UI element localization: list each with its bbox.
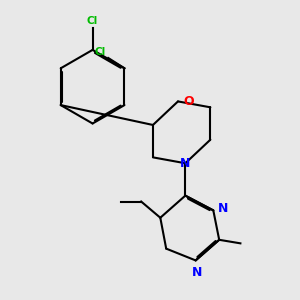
Text: N: N: [180, 157, 190, 170]
Text: N: N: [192, 266, 202, 279]
Text: O: O: [183, 95, 194, 108]
Text: Cl: Cl: [87, 16, 98, 26]
Text: N: N: [218, 202, 228, 214]
Text: Cl: Cl: [95, 46, 106, 56]
